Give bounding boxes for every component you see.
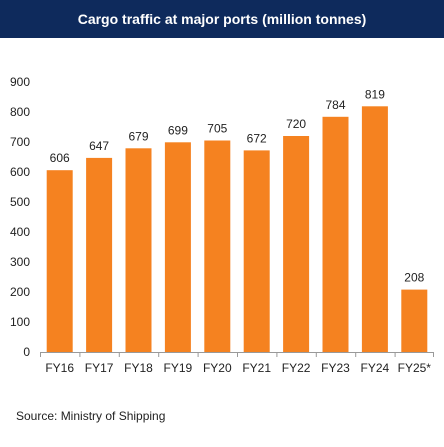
bar [322,116,349,352]
bar [283,136,310,352]
bar [125,148,152,352]
data-label: 647 [89,139,109,153]
y-tick-label: 900 [10,75,30,89]
y-tick-label: 100 [10,315,30,329]
x-tick-label: FY17 [85,361,114,375]
y-tick-label: 700 [10,135,30,149]
bar [164,142,191,352]
x-tick-label: FY24 [361,361,390,375]
source-note: Source: Ministry of Shipping [16,409,166,423]
x-tick-label: FY21 [242,361,271,375]
bar [204,140,231,352]
x-tick-label: FY19 [164,361,193,375]
data-label: 705 [207,122,227,136]
x-tick-label: FY18 [124,361,153,375]
data-label: 208 [404,271,424,285]
bar-chart: 0 100 200 300 400 500 600 700 800 900 606 FY16 647 FY… [10,75,434,375]
x-tick-label: FY23 [321,361,350,375]
chart-title: Cargo traffic at major ports (million to… [77,11,367,27]
data-label: 606 [50,151,70,165]
y-tick-label: 600 [10,165,30,179]
data-label: 699 [168,123,188,137]
bar [401,289,428,352]
x-tick-label: FY16 [45,361,74,375]
x-tick-label: FY20 [203,361,232,375]
y-tick-label: 300 [10,255,30,269]
bar [86,157,113,352]
y-tick-label: 0 [23,345,30,359]
y-tick-label: 200 [10,285,30,299]
bar [243,150,270,352]
data-label: 784 [325,98,345,112]
data-label: 672 [247,131,267,145]
data-label: 720 [286,117,306,131]
bar [361,106,388,352]
x-tick-label: FY22 [282,361,311,375]
y-tick-label: 500 [10,195,30,209]
data-label: 819 [365,87,385,101]
data-label: 679 [128,129,148,143]
y-tick-label: 400 [10,225,30,239]
chart-title-bar: Cargo traffic at major ports (million to… [0,0,444,38]
y-tick-label: 800 [10,105,30,119]
x-tick-label: FY25* [398,361,432,375]
bar [46,170,73,352]
